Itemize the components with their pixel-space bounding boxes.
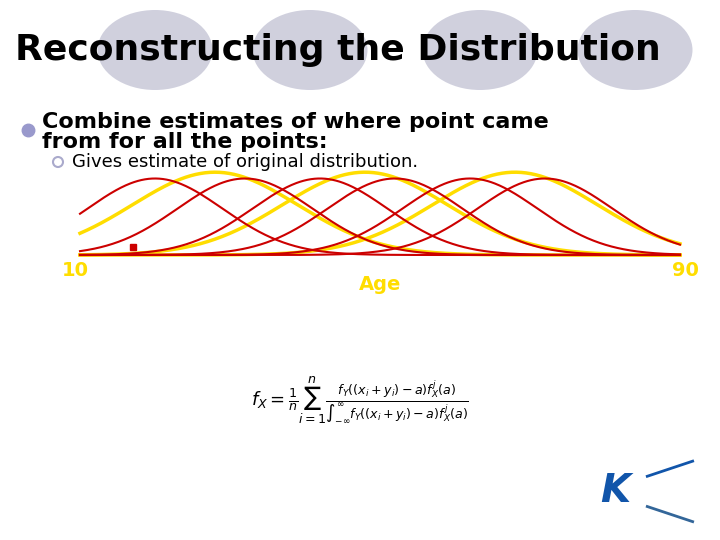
Text: Age: Age xyxy=(359,275,401,294)
Ellipse shape xyxy=(423,10,538,90)
Ellipse shape xyxy=(97,10,212,90)
Text: $f_X = \frac{1}{n}\sum_{i=1}^{n} \frac{f_Y((x_i+y_i)-a)f_X^j(a)}{\int_{-\infty}^: $f_X = \frac{1}{n}\sum_{i=1}^{n} \frac{f… xyxy=(251,375,469,426)
Text: Gives estimate of original distribution.: Gives estimate of original distribution. xyxy=(72,153,418,171)
Text: 90: 90 xyxy=(672,260,698,280)
Ellipse shape xyxy=(577,10,693,90)
Text: 10: 10 xyxy=(61,260,89,280)
Text: K: K xyxy=(600,472,630,510)
Text: Reconstructing the Distribution: Reconstructing the Distribution xyxy=(15,33,661,67)
Ellipse shape xyxy=(253,10,367,90)
Text: from for all the points:: from for all the points: xyxy=(42,132,328,152)
Text: Combine estimates of where point came: Combine estimates of where point came xyxy=(42,112,549,132)
